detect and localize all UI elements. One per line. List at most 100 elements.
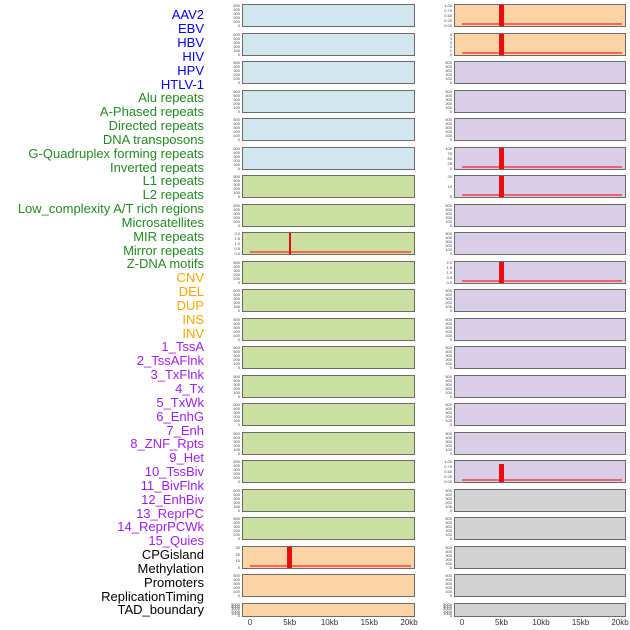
y-tick-label: 20 bbox=[235, 552, 240, 557]
y-tick-label: 300 bbox=[233, 581, 240, 586]
y-tick-label: 200 bbox=[233, 414, 240, 419]
row-label-directed-repeats: Directed repeats bbox=[108, 118, 204, 133]
y-tick-label: 1.0 bbox=[234, 241, 240, 246]
y-tick-label: 100 bbox=[445, 418, 452, 423]
y-tick-label: 200 bbox=[445, 443, 452, 448]
row-label-5-txwk: 5_TxWk bbox=[156, 395, 204, 410]
y-tick-label: 0 bbox=[237, 80, 240, 85]
y-tick-label: 200 bbox=[233, 443, 240, 448]
y-tick-label: 1 bbox=[449, 48, 452, 53]
y-tick-label: 400 bbox=[233, 178, 240, 183]
y-tick-label: 400 bbox=[445, 64, 452, 69]
y-tick-label: 0 bbox=[237, 613, 240, 618]
y-tick-label: 200 bbox=[445, 414, 452, 419]
y-tick-label: 400 bbox=[233, 93, 240, 98]
row-label-tad-boundary: TAD_boundary bbox=[117, 602, 204, 617]
row-label-low-complexity-a-t-rich-regions: Low_complexity A/T rich regions bbox=[17, 201, 204, 216]
y-tick-label: 0.25 bbox=[444, 18, 452, 23]
y-tick-label: 400 bbox=[445, 577, 452, 582]
y-tick-label: 500 bbox=[233, 288, 240, 293]
x-tick-label: 0 bbox=[459, 618, 465, 627]
y-tick-label: 300 bbox=[445, 382, 452, 387]
panel-11-bivflnk bbox=[454, 346, 626, 369]
y-tick-label: 300 bbox=[445, 125, 452, 130]
y-tick-label: 100 bbox=[445, 105, 452, 110]
y-tick-label: 100 bbox=[445, 304, 452, 309]
panel-l2-repeats bbox=[242, 375, 415, 398]
y-tick-label: 200 bbox=[445, 101, 452, 106]
row-label-inv: INV bbox=[182, 326, 204, 341]
y-tick-label: 2.0 bbox=[234, 231, 240, 236]
panel-z-dna-motifs bbox=[242, 517, 415, 540]
panel-4-tx bbox=[454, 147, 626, 170]
row-label-hiv: HIV bbox=[182, 49, 204, 64]
y-tick-label: 0 bbox=[449, 422, 452, 427]
x-tick-label: 10kb bbox=[532, 618, 550, 627]
y-tick-label: 500 bbox=[445, 545, 452, 550]
panel-14-reprpcwk bbox=[454, 432, 626, 455]
row-label-a-phased-repeats: A-Phased repeats bbox=[99, 104, 204, 119]
y-tick-label: 0 bbox=[237, 536, 240, 541]
y-tick-label: 0.5 bbox=[446, 275, 452, 280]
row-label-z-dna-motifs: Z-DNA motifs bbox=[126, 256, 204, 271]
y-tick-label: 0 bbox=[237, 365, 240, 370]
y-tick-label: 200 bbox=[445, 557, 452, 562]
panel-replicationtiming bbox=[454, 574, 626, 597]
y-tick-label: 500 bbox=[233, 402, 240, 407]
y-tick-label: 3000 bbox=[443, 606, 452, 611]
row-label-alu-repeats: Alu repeats bbox=[138, 90, 204, 105]
y-tick-label: 0 bbox=[449, 52, 452, 57]
signal-spike bbox=[499, 176, 504, 197]
panel-hiv bbox=[242, 90, 415, 113]
y-tick-label: 100 bbox=[233, 162, 240, 167]
y-tick-label: 400 bbox=[233, 321, 240, 326]
y-tick-label: 0 bbox=[237, 109, 240, 114]
y-tick-label: 200 bbox=[445, 585, 452, 590]
y-tick-label: 400 bbox=[233, 378, 240, 383]
y-tick-label: 300 bbox=[445, 439, 452, 444]
y-tick-label: 200 bbox=[445, 357, 452, 362]
y-tick-label: 200 bbox=[445, 386, 452, 391]
y-tick-label: 50 bbox=[447, 156, 452, 161]
y-tick-label: 300 bbox=[233, 125, 240, 130]
y-tick-label: 400 bbox=[445, 349, 452, 354]
y-tick-label: 100 bbox=[233, 304, 240, 309]
y-tick-label: 0.75 bbox=[444, 8, 452, 13]
panel-6-enhg bbox=[454, 204, 626, 227]
x-tick-label: 15kb bbox=[360, 618, 378, 627]
y-tick-label: 0.00 bbox=[444, 23, 452, 28]
y-tick-label: 300 bbox=[445, 211, 452, 216]
y-tick-label: 300 bbox=[233, 353, 240, 358]
y-tick-label: 500 bbox=[233, 60, 240, 65]
y-tick-label: 100 bbox=[233, 390, 240, 395]
y-tick-label: 200 bbox=[233, 158, 240, 163]
y-tick-label: 500 bbox=[233, 516, 240, 521]
row-label-microsatellites: Microsatellites bbox=[121, 215, 204, 230]
row-label-replicationtiming: ReplicationTiming bbox=[101, 589, 204, 604]
y-tick-label: 300 bbox=[233, 467, 240, 472]
y-tick-label: 400 bbox=[445, 321, 452, 326]
panel-inv bbox=[454, 33, 626, 56]
panel-methylation bbox=[454, 517, 626, 540]
row-label-1-tssa: 1_TssA bbox=[161, 339, 204, 354]
row-label-cnv: CNV bbox=[176, 270, 204, 285]
y-tick-label: 300 bbox=[445, 97, 452, 102]
y-tick-label: 400 bbox=[233, 520, 240, 525]
y-tick-label: 0 bbox=[449, 508, 452, 513]
y-tick-label: 100 bbox=[233, 276, 240, 281]
y-tick-label: 400 bbox=[233, 7, 240, 12]
row-label-15-quies: 15_Quies bbox=[148, 533, 204, 548]
y-tick-label: 25 bbox=[447, 161, 452, 166]
y-tick-label: 1.5 bbox=[234, 236, 240, 241]
panel-a-phased-repeats bbox=[242, 204, 415, 227]
panel-hpv bbox=[242, 118, 415, 141]
y-tick-label: 300 bbox=[233, 325, 240, 330]
y-tick-label: 1.00 bbox=[444, 459, 452, 464]
y-tick-label: 10 bbox=[447, 184, 452, 189]
y-tick-label: 0 bbox=[237, 422, 240, 427]
y-tick-label: 400 bbox=[233, 121, 240, 126]
y-tick-label: 1.00 bbox=[444, 3, 452, 8]
y-tick-label: 400 bbox=[445, 207, 452, 212]
y-tick-label: 400 bbox=[233, 492, 240, 497]
y-tick-label: 2.0 bbox=[446, 260, 452, 265]
